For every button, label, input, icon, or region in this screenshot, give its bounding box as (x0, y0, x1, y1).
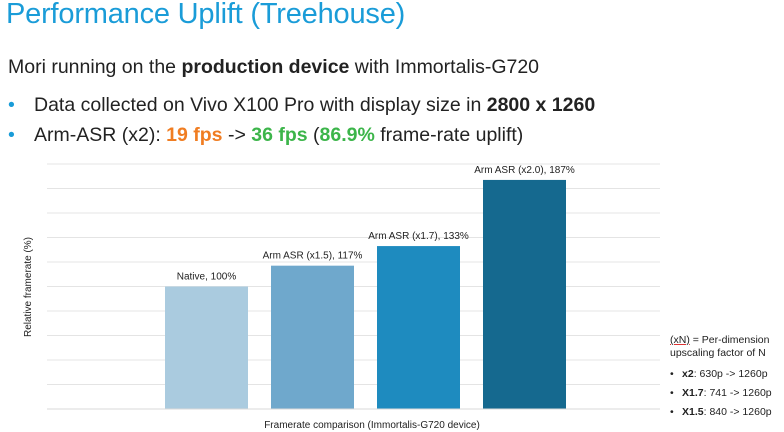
bullet-text: Data collected on Vivo X100 Pro with dis… (34, 94, 487, 116)
note-heading-line2: upscaling factor of N (670, 347, 766, 359)
uplift-value: 86.9% (319, 124, 375, 146)
note-item-key: X1.7 (682, 387, 704, 399)
fps-low: 19 fps (166, 124, 223, 146)
note-bullet-icon: • (670, 368, 674, 380)
note-item-value: : 840 -> 1260p (703, 406, 772, 418)
bullet-bold: 2800 x 1260 (486, 94, 596, 116)
note-item: • X1.7: 741 -> 1260p (670, 384, 772, 403)
bar-1 (271, 265, 354, 409)
x-axis-label: Framerate comparison (Immortalis-G720 de… (264, 420, 480, 431)
bar-0 (165, 286, 248, 409)
note-heading: (xN) = Per-dimension (670, 334, 772, 347)
note-item-value: : 741 -> 1260p (703, 387, 772, 399)
note-item-value: : 630p -> 1260p (693, 368, 768, 380)
note-item-key: X1.5 (682, 406, 704, 418)
slide-title: Performance Uplift (Treehouse) (6, 0, 406, 30)
upscaling-note: (xN) = Per-dimension upscaling factor of… (670, 334, 772, 422)
subtitle-post: with Immortalis-G720 (349, 56, 540, 78)
bullet-dot-icon: • (8, 94, 15, 116)
bar-data-label-1: Arm ASR (x1.5), 117% (263, 251, 363, 262)
chart-data-labels: Native, 100% Arm ASR (x1.5), 117% Arm ASR … (177, 165, 575, 283)
bullet-text: Arm-ASR (x2): (34, 124, 167, 146)
bullet-list: • Data collected on Vivo X100 Pro with di… (8, 90, 595, 150)
bullet-item: • Data collected on Vivo X100 Pro with di… (8, 90, 595, 120)
note-item: • X1.5: 840 -> 1260p (670, 403, 772, 422)
chart-bars (165, 179, 566, 409)
fps-high: 36 fps (251, 124, 308, 146)
bar-data-label-0: Native, 100% (177, 272, 237, 283)
subtitle-bold: production device (181, 56, 350, 78)
note-item: • x2: 630p -> 1260p (670, 365, 772, 384)
bar-data-label-2: Arm ASR (x1.7), 133% (368, 231, 469, 242)
y-axis-label: Relative framerate (%) (23, 237, 34, 337)
subtitle-pre: Mori running on the (8, 56, 182, 78)
bar-2 (377, 246, 460, 409)
note-bullet-icon: • (670, 406, 674, 418)
bullet-paren-close: frame-rate uplift) (374, 124, 524, 146)
bullet-item: • Arm-ASR (x2): 19 fps -> 36 fps (86.9% f… (8, 120, 595, 150)
bullet-dot-icon: • (8, 124, 15, 146)
note-list: • x2: 630p -> 1260p • X1.7: 741 -> 1260p •… (670, 365, 772, 422)
note-bullet-icon: • (670, 387, 674, 399)
bar-3 (483, 179, 566, 409)
bullet-arrow: -> (222, 124, 252, 146)
note-item-key: x2 (682, 368, 694, 380)
bullet-paren-open: ( (307, 124, 320, 146)
note-xn: (xN) (670, 334, 690, 346)
slide-subtitle: Mori running on the production device wi… (8, 56, 539, 79)
bar-data-label-3: Arm ASR (x2.0), 187% (474, 165, 575, 176)
note-head-rest: = Per-dimension (689, 334, 770, 346)
